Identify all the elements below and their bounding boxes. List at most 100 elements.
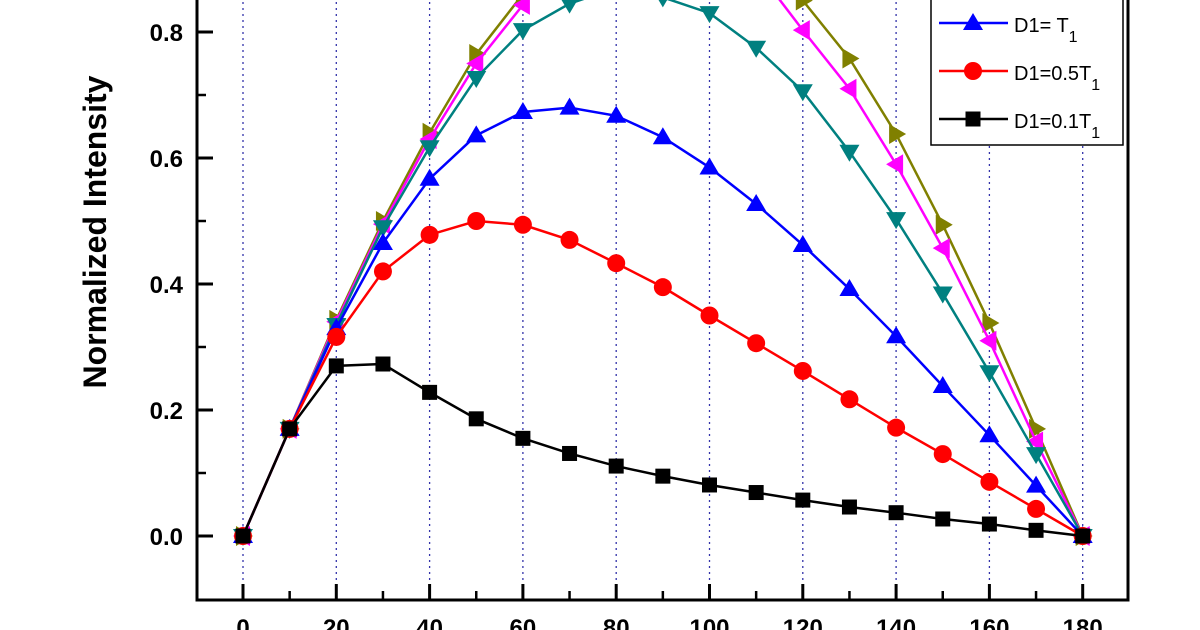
circle-marker (513, 215, 532, 234)
legend-label-main: D1=0.1T (1014, 111, 1091, 133)
triangle-down-marker (372, 220, 393, 238)
triangle-up-marker (606, 105, 627, 123)
triangle-up-marker (466, 125, 487, 143)
y-tick-label: 0.8 (150, 20, 183, 47)
triangle-right-marker (935, 214, 953, 235)
triangle-left-marker (839, 78, 857, 99)
triangle-down-marker (792, 84, 813, 102)
square-marker (702, 477, 717, 493)
circle-marker (420, 225, 439, 244)
x-tick-label: 160 (969, 615, 1009, 630)
series-group (233, 0, 1093, 546)
triangle-up-marker (792, 234, 813, 252)
triangle-right-marker (982, 313, 1000, 334)
triangle-up-marker (886, 326, 907, 344)
legend-entry: D1= T1 (939, 13, 1078, 46)
triangle-up-marker (839, 279, 860, 297)
triangle-down-marker (932, 286, 953, 304)
square-marker (562, 445, 578, 461)
x-tick-label: 120 (783, 615, 823, 630)
series-6 (235, 356, 1091, 544)
legend-entry: D1=0.1T1 (939, 111, 1100, 142)
legend-label-subscript: 1 (1069, 29, 1078, 46)
triangle-up-marker (699, 157, 720, 175)
triangle-right-marker (842, 48, 860, 69)
x-tick-label: 0 (236, 615, 249, 630)
triangle-down-marker (746, 40, 767, 58)
legend-label: D1= T1 (1014, 15, 1078, 46)
triangle-down-marker (886, 212, 907, 230)
triangle-left-marker (792, 20, 810, 41)
triangle-up-marker (559, 97, 580, 115)
circle-marker (887, 418, 906, 437)
triangle-left-marker (979, 330, 997, 351)
square-marker (282, 421, 298, 437)
circle-marker (327, 327, 346, 346)
triangle-left-marker (512, 0, 530, 15)
circle-marker (1027, 499, 1046, 518)
triangle-down-marker (419, 140, 440, 158)
triangle-left-marker (886, 154, 904, 175)
circle-marker (373, 262, 392, 281)
y-axis: 0.0 0.2 0.4 0.6 0.8 (150, 20, 213, 551)
triangle-down-marker (512, 23, 533, 41)
y-tick-label: 0.2 (150, 398, 183, 425)
triangle-up-marker (979, 425, 1000, 443)
triangle-down-marker (699, 6, 720, 24)
triangle-down-marker (979, 365, 1000, 383)
legend-label: D1=0.1T1 (1014, 111, 1100, 142)
y-tick-label: 0.0 (150, 524, 183, 551)
y-tick-label: 0.4 (150, 272, 184, 299)
square-marker (375, 356, 391, 372)
x-tick-label: 40 (416, 615, 443, 630)
legend-label: D1=0.5T1 (1014, 63, 1100, 94)
series-3 (233, 0, 1093, 546)
square-marker (981, 516, 997, 532)
x-tick-label: 180 (1063, 615, 1103, 630)
circle-marker (747, 334, 766, 353)
triangle-up-marker (652, 127, 673, 145)
square-marker (515, 430, 531, 446)
square-marker (841, 499, 857, 515)
triangle-left-marker (1026, 431, 1044, 452)
triangle-up-marker (1026, 475, 1047, 493)
square-marker (608, 458, 624, 474)
square-marker (468, 411, 484, 427)
legend-entry: D1=0.5T1 (939, 62, 1100, 94)
square-marker (965, 111, 981, 127)
triangle-right-marker (889, 124, 907, 145)
triangle-right-marker (469, 44, 487, 65)
circle-marker (653, 278, 672, 297)
square-marker (655, 468, 671, 484)
triangle-left-marker (932, 238, 950, 259)
circle-marker (793, 361, 812, 380)
x-tick-label: 80 (603, 615, 630, 630)
triangle-up-marker (746, 193, 767, 211)
x-axis: 0 20 40 60 80 100 120 140 160 180 (236, 584, 1103, 630)
x-tick-label: 20 (323, 615, 350, 630)
triangle-up-marker (512, 102, 533, 120)
series-line (241, 362, 1083, 538)
square-marker (795, 492, 811, 508)
triangle-right-marker (795, 0, 813, 11)
square-marker (1075, 528, 1091, 544)
circle-marker (840, 390, 859, 409)
circle-marker (700, 306, 719, 325)
circle-marker (467, 212, 486, 230)
triangle-up-marker (963, 13, 983, 30)
x-tick-label: 140 (876, 615, 916, 630)
legend-label-subscript: 1 (1091, 125, 1100, 142)
square-marker (748, 485, 764, 501)
square-marker (1028, 522, 1044, 538)
triangle-left-marker (466, 53, 484, 74)
triangle-down-marker (839, 144, 860, 162)
square-marker (422, 384, 438, 400)
triangle-up-marker (372, 233, 393, 251)
square-marker (935, 511, 951, 527)
circle-marker (933, 445, 952, 464)
square-marker (328, 358, 344, 374)
y-axis-title: Normalized Intensity (77, 75, 113, 388)
triangle-down-marker (466, 70, 487, 88)
